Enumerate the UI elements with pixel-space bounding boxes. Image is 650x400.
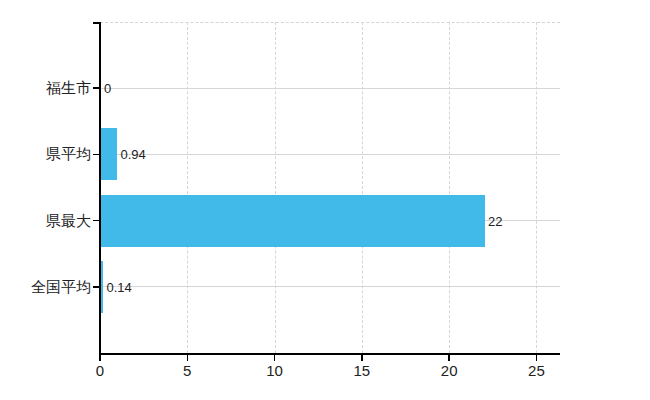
v-gridline [536, 22, 537, 353]
category-label: 県平均 [0, 145, 91, 164]
x-tick-label: 20 [441, 362, 458, 379]
bar-value-label: 22 [488, 213, 502, 228]
y-axis-line [99, 22, 101, 354]
bar-value-label: 0.14 [106, 279, 131, 294]
x-tick-label: 0 [96, 362, 104, 379]
plot-top-border [100, 22, 560, 23]
x-axis-line [99, 353, 560, 355]
x-tick [274, 355, 276, 361]
x-tick [187, 355, 189, 361]
h-gridline [100, 154, 560, 155]
category-label: 県最大 [0, 211, 91, 230]
v-gridline [275, 22, 276, 353]
bar [101, 195, 485, 247]
y-tick [93, 286, 99, 288]
x-tick-label: 10 [266, 362, 283, 379]
bar-value-label: 0 [104, 81, 111, 96]
x-tick [99, 355, 101, 361]
y-tick [93, 220, 99, 222]
x-tick-label: 25 [528, 362, 545, 379]
category-label: 福生市 [0, 79, 91, 98]
bar-value-label: 0.94 [120, 147, 145, 162]
x-tick [536, 355, 538, 361]
x-tick [361, 355, 363, 361]
v-gridline [362, 22, 363, 353]
v-gridline [187, 22, 188, 353]
h-gridline [100, 286, 560, 287]
bar [101, 128, 117, 180]
h-gridline [100, 88, 560, 89]
y-tick [93, 87, 99, 89]
x-tick [448, 355, 450, 361]
x-tick-label: 15 [354, 362, 371, 379]
x-tick-label: 5 [183, 362, 191, 379]
bar [101, 261, 103, 313]
y-tick [93, 154, 99, 156]
v-gridline [449, 22, 450, 353]
y-axis-top-tick [93, 22, 99, 24]
category-label: 全国平均 [0, 277, 91, 296]
chart-canvas: 0 0.94 22 0.14 福生市県平均県最大全国平均 0 5 10 15 20 25 [0, 0, 650, 400]
